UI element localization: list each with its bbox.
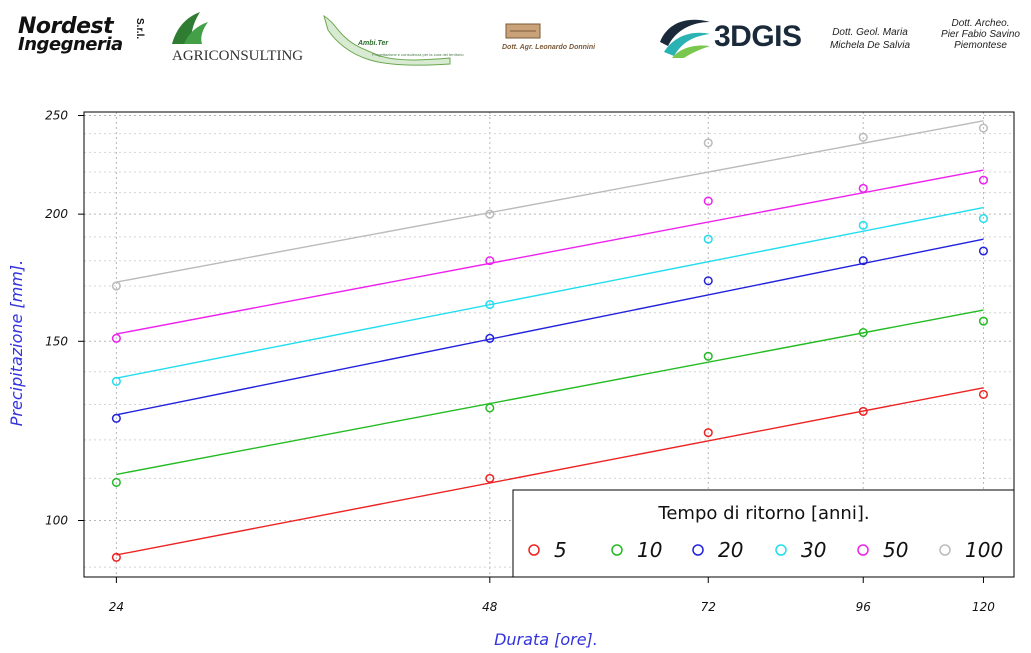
nordest-logo-line1: Nordest [18, 14, 114, 39]
data-point-30 [858, 220, 868, 230]
x-tick-label: 48 [482, 600, 498, 614]
y-tick-label: 150 [45, 334, 68, 348]
data-point-100 [111, 281, 121, 291]
legend-label-50: 50 [883, 538, 908, 562]
ambiter-map-icon [323, 14, 451, 66]
data-point-5 [485, 473, 495, 483]
fit-line-10 [116, 309, 984, 476]
credit-line: Dott. Archeo. [951, 18, 1010, 29]
fit-line-50 [116, 169, 984, 335]
data-point-5 [111, 552, 121, 562]
fit-line-20 [116, 238, 984, 416]
data-point-30 [111, 376, 121, 386]
data-point-100 [978, 123, 989, 133]
data-point-10 [703, 351, 713, 361]
credit-line: Pier Fabio Savino [941, 29, 1020, 40]
data-point-5 [978, 389, 989, 400]
donnini-logo: Dott. Agr. Leonardo Donnini [500, 20, 620, 60]
data-point-10 [111, 477, 121, 487]
legend-label-100: 100 [965, 538, 1003, 562]
credit-line: Michela De Salvia [829, 40, 911, 51]
x-axis-title: Durata [ore]. [494, 630, 598, 649]
data-point-20 [858, 256, 868, 266]
legend-label-10: 10 [637, 538, 662, 562]
data-point-10 [858, 327, 868, 338]
header-logos: Nordest Ingegneria S.r.l. AGRICONSULTING… [0, 0, 1031, 80]
legend-label-30: 30 [801, 538, 826, 562]
fit-line-5 [116, 387, 984, 556]
3dgis-swoosh-icon [660, 19, 710, 58]
ambiter-logo: Ambi.Ter Progettazione e consulenza per … [320, 12, 464, 66]
legend-marker-100 [939, 544, 951, 556]
3dgis-logo: 3DGIS [658, 12, 802, 62]
legend-label-5: 5 [554, 538, 567, 562]
fit-lines [116, 120, 984, 556]
legend-marker-10 [611, 544, 623, 556]
credit-savino-piemontese: Dott. Archeo. Pier Fabio Savino Piemonte… [930, 18, 1031, 51]
x-tick-label: 120 [972, 600, 995, 614]
data-point-10 [978, 316, 989, 326]
agriconsulting-leaf-icon [172, 12, 208, 44]
data-point-10 [485, 403, 495, 413]
data-points [111, 123, 989, 562]
data-point-20 [485, 333, 495, 343]
data-point-100 [858, 132, 868, 142]
x-tick-label: 72 [701, 600, 716, 614]
credit-line: Piemontese [954, 40, 1007, 51]
donnini-stamp-icon [505, 23, 541, 39]
agriconsulting-logo: AGRICONSULTING [168, 10, 308, 66]
data-point-20 [111, 413, 121, 423]
fit-line-30 [116, 206, 984, 379]
data-point-30 [978, 214, 989, 224]
data-point-50 [858, 183, 868, 193]
x-tick-label: 96 [856, 600, 872, 614]
y-tick-label: 100 [45, 514, 68, 528]
data-point-30 [485, 300, 495, 310]
data-point-50 [485, 256, 495, 266]
nordest-logo-line2: Ingegneria [18, 34, 123, 55]
nordest-logo-suffix: S.r.l. [134, 18, 145, 40]
data-point-100 [703, 138, 713, 148]
agriconsulting-logo-text: AGRICONSULTING [172, 48, 304, 64]
legend: Tempo di ritorno [anni]. 5 10 20 30 50 100 [512, 489, 1015, 578]
credit-line: Dott. Geol. Maria [832, 27, 908, 38]
data-point-50 [111, 333, 121, 343]
ambiter-logo-tagline: Progettazione e consulenza per la cura d… [372, 52, 464, 57]
axes: 24 48 72 96 120 100 150 200 250 [45, 109, 995, 614]
ambiter-logo-name: Ambi.Ter [358, 40, 389, 47]
x-tick-label: 24 [109, 600, 124, 614]
y-tick-label: 250 [45, 109, 68, 123]
legend-box [512, 489, 1015, 578]
legend-marker-5 [528, 544, 540, 556]
data-point-50 [978, 175, 989, 185]
legend-marker-20 [692, 544, 704, 556]
credit-de-salvia: Dott. Geol. Maria Michela De Salvia [800, 26, 940, 52]
fit-line-100 [116, 120, 984, 283]
data-point-5 [858, 406, 868, 416]
data-point-30 [703, 234, 713, 244]
y-tick-label: 200 [45, 207, 68, 221]
3dgis-logo-text: 3DGIS [714, 20, 802, 53]
legend-marker-30 [775, 544, 787, 556]
data-point-50 [703, 196, 713, 206]
nordest-ingegneria-logo: Nordest Ingegneria S.r.l. [18, 14, 148, 62]
legend-marker-50 [857, 544, 869, 556]
data-point-20 [703, 276, 713, 286]
legend-title: Tempo di ritorno [anni]. [657, 503, 869, 524]
data-point-20 [978, 246, 989, 256]
data-point-5 [703, 428, 713, 438]
y-axis-title: Precipitazione [mm]. [7, 260, 26, 426]
data-point-100 [485, 209, 495, 219]
legend-label-20: 20 [718, 538, 743, 562]
donnini-logo-text: Dott. Agr. Leonardo Donnini [502, 44, 596, 51]
